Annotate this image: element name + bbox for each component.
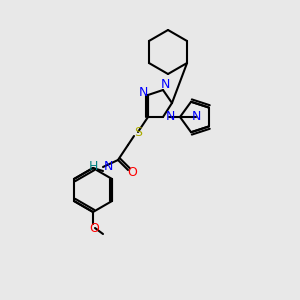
Text: N: N <box>191 110 201 124</box>
Text: O: O <box>89 223 99 236</box>
Text: O: O <box>127 166 137 178</box>
Text: N: N <box>165 110 175 122</box>
Text: H: H <box>88 160 98 173</box>
Text: S: S <box>134 125 142 139</box>
Text: N: N <box>138 85 148 98</box>
Text: N: N <box>104 160 113 173</box>
Text: N: N <box>160 79 170 92</box>
